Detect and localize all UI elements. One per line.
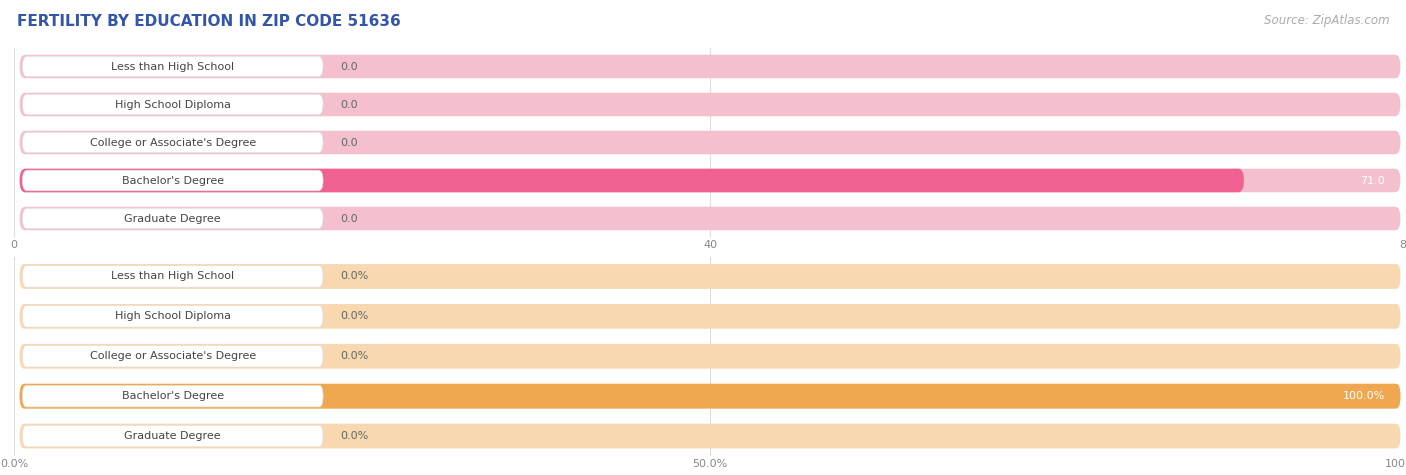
FancyBboxPatch shape [22, 345, 323, 367]
Text: Less than High School: Less than High School [111, 271, 235, 282]
FancyBboxPatch shape [20, 384, 1400, 408]
Text: 71.0: 71.0 [1361, 175, 1385, 186]
Text: 100.0%: 100.0% [1343, 391, 1385, 401]
Text: Graduate Degree: Graduate Degree [124, 431, 221, 441]
FancyBboxPatch shape [20, 384, 1400, 408]
FancyBboxPatch shape [22, 385, 323, 407]
Text: 0.0: 0.0 [340, 99, 357, 110]
FancyBboxPatch shape [22, 208, 323, 229]
Text: College or Associate's Degree: College or Associate's Degree [90, 137, 256, 148]
Text: FERTILITY BY EDUCATION IN ZIP CODE 51636: FERTILITY BY EDUCATION IN ZIP CODE 51636 [17, 14, 401, 29]
FancyBboxPatch shape [20, 55, 1400, 78]
FancyBboxPatch shape [20, 344, 1400, 369]
FancyBboxPatch shape [20, 424, 1400, 448]
Text: 0.0%: 0.0% [340, 431, 368, 441]
Text: High School Diploma: High School Diploma [115, 99, 231, 110]
Text: 0.0%: 0.0% [340, 311, 368, 322]
FancyBboxPatch shape [20, 169, 1244, 192]
FancyBboxPatch shape [22, 305, 323, 327]
Text: 0.0%: 0.0% [340, 271, 368, 282]
FancyBboxPatch shape [20, 131, 1400, 154]
Text: Graduate Degree: Graduate Degree [124, 213, 221, 224]
FancyBboxPatch shape [22, 56, 323, 77]
Text: Bachelor's Degree: Bachelor's Degree [122, 175, 224, 186]
Text: High School Diploma: High School Diploma [115, 311, 231, 322]
Text: Less than High School: Less than High School [111, 61, 235, 72]
Text: Source: ZipAtlas.com: Source: ZipAtlas.com [1264, 14, 1389, 27]
FancyBboxPatch shape [20, 304, 1400, 329]
FancyBboxPatch shape [20, 207, 1400, 230]
Text: Bachelor's Degree: Bachelor's Degree [122, 391, 224, 401]
FancyBboxPatch shape [22, 132, 323, 153]
FancyBboxPatch shape [22, 170, 323, 191]
Text: 0.0: 0.0 [340, 213, 357, 224]
Text: 0.0: 0.0 [340, 137, 357, 148]
FancyBboxPatch shape [22, 94, 323, 115]
FancyBboxPatch shape [20, 264, 1400, 289]
FancyBboxPatch shape [22, 266, 323, 287]
Text: 0.0%: 0.0% [340, 351, 368, 361]
FancyBboxPatch shape [22, 425, 323, 447]
Text: College or Associate's Degree: College or Associate's Degree [90, 351, 256, 361]
FancyBboxPatch shape [20, 169, 1400, 192]
Text: 0.0: 0.0 [340, 61, 357, 72]
FancyBboxPatch shape [20, 93, 1400, 116]
